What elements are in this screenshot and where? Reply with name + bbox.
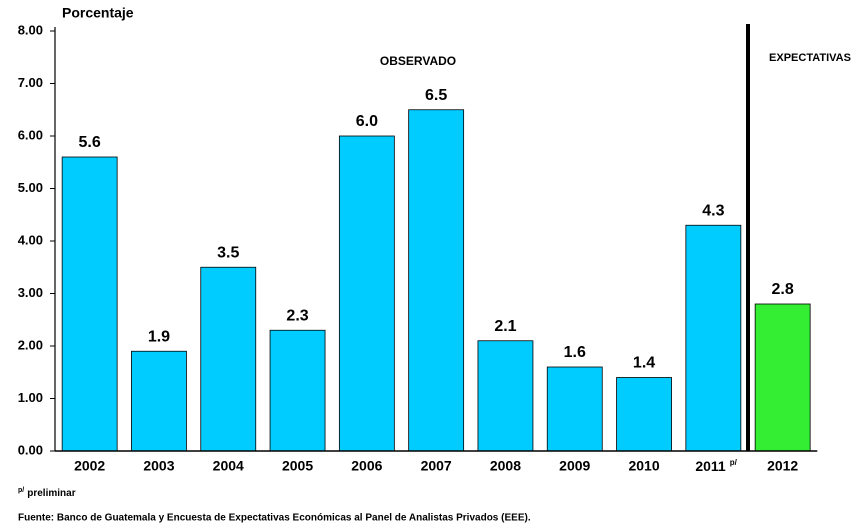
bar bbox=[338, 135, 395, 452]
footnote-text: preliminar bbox=[27, 488, 75, 499]
x-tick-label: 2004 bbox=[213, 458, 244, 474]
bar bbox=[200, 266, 257, 452]
x-tick-label: 2003 bbox=[143, 458, 174, 474]
x-tick-label: 2005 bbox=[282, 458, 313, 474]
y-tick-label: 2.00 bbox=[18, 337, 43, 352]
y-tick-label: 0.00 bbox=[18, 442, 43, 457]
x-tick-label-superscript: p/ bbox=[730, 458, 738, 467]
bar bbox=[685, 224, 742, 452]
value-label: 6.0 bbox=[356, 113, 378, 130]
bar bbox=[408, 109, 465, 452]
y-axis-label: Porcentaje bbox=[62, 5, 134, 21]
y-tick-label: 7.00 bbox=[18, 75, 43, 90]
bar bbox=[477, 340, 534, 452]
x-tick-label: 2002 bbox=[74, 458, 105, 474]
source: Fuente: Banco de Guatemala y Encuesta de… bbox=[18, 513, 531, 524]
x-tick-label: 2006 bbox=[351, 458, 382, 474]
value-label: 2.3 bbox=[286, 307, 308, 324]
bar bbox=[269, 329, 326, 452]
value-label: 1.4 bbox=[633, 355, 655, 372]
y-tick-label: 1.00 bbox=[18, 390, 43, 405]
footnote: p/preliminar bbox=[18, 487, 76, 499]
x-tick-label: 2007 bbox=[421, 458, 452, 474]
y-tick-label: 6.00 bbox=[18, 127, 43, 142]
value-label: 2.8 bbox=[772, 281, 794, 298]
x-tick-label: 2012 bbox=[767, 458, 798, 474]
bar bbox=[616, 377, 672, 452]
annotation: EXPECTATIVAS bbox=[769, 52, 851, 64]
bar bbox=[131, 350, 187, 452]
bar bbox=[61, 156, 118, 452]
value-label: 4.3 bbox=[702, 202, 724, 219]
y-tick-label: 4.00 bbox=[18, 232, 43, 247]
value-label: 2.1 bbox=[494, 318, 516, 335]
value-label: 5.6 bbox=[79, 134, 101, 151]
y-tick-label: 5.00 bbox=[18, 180, 43, 195]
value-label: 1.6 bbox=[564, 344, 586, 361]
x-tick-label: 2010 bbox=[628, 458, 659, 474]
x-tick-label: 2009 bbox=[559, 458, 590, 474]
value-label: 1.9 bbox=[148, 328, 170, 345]
bar bbox=[546, 366, 603, 452]
value-label: 6.5 bbox=[425, 87, 447, 104]
y-tick-label: 3.00 bbox=[18, 285, 43, 300]
bar bbox=[754, 303, 811, 452]
footnote-mark: p/ bbox=[18, 487, 24, 494]
y-tick-label: 8.00 bbox=[18, 22, 43, 37]
x-tick-label: 2008 bbox=[490, 458, 521, 474]
x-tick-label: 2011 p/ bbox=[695, 458, 737, 474]
x-tick-label-text: 2011 bbox=[695, 458, 726, 474]
value-label: 3.5 bbox=[217, 244, 239, 261]
annotation: OBSERVADO bbox=[380, 54, 456, 68]
